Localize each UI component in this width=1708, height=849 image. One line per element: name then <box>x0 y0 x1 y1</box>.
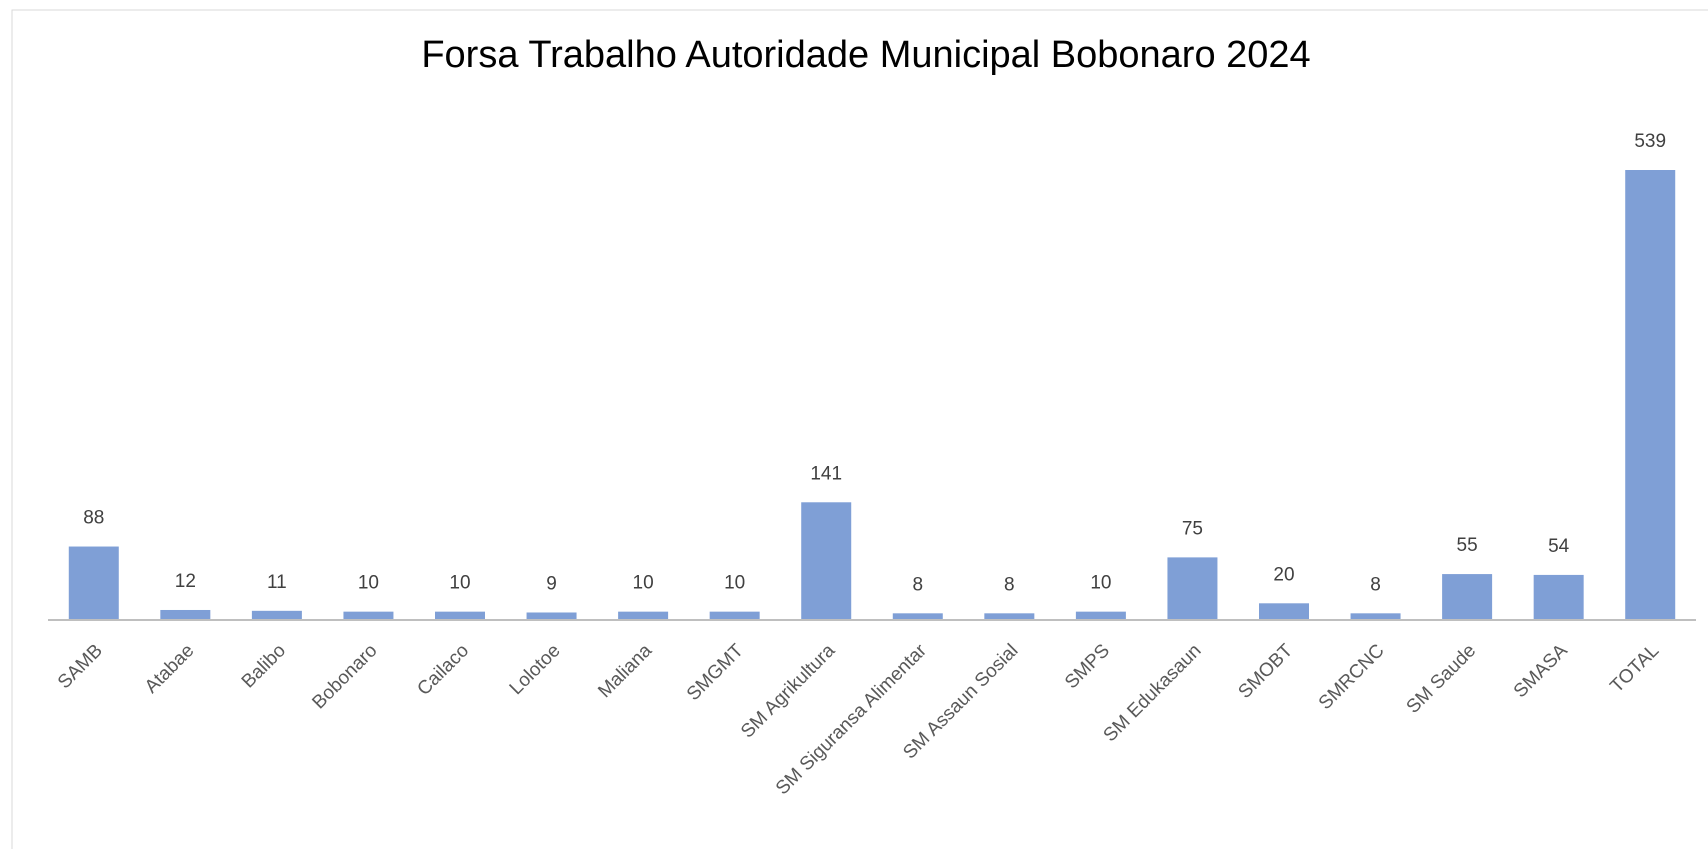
data-label: 8 <box>912 574 923 595</box>
x-tick-label: SMGMT <box>683 640 748 705</box>
data-label: 10 <box>633 573 654 594</box>
x-tick-label: Balibo <box>238 640 290 692</box>
bar <box>435 611 485 620</box>
chart-title: Forsa Trabalho Autoridade Municipal Bobo… <box>421 34 1310 76</box>
x-tick-label: SM Siguransa Alimentar <box>772 640 931 799</box>
x-tick-label: SAMB <box>54 640 107 693</box>
data-label: 75 <box>1182 518 1203 539</box>
bar <box>892 613 943 620</box>
x-tick-label: SMOBT <box>1234 640 1297 703</box>
bar <box>709 611 760 620</box>
data-label: 10 <box>449 573 470 594</box>
data-label: 8 <box>1004 574 1015 595</box>
x-tick-label: SM Agrikultura <box>737 640 840 743</box>
data-label: 141 <box>810 463 842 484</box>
bar <box>1350 613 1401 620</box>
bar <box>1167 557 1218 620</box>
data-label: 10 <box>358 573 379 594</box>
x-tick-label: Cailaco <box>413 640 473 700</box>
x-tick-label: SMPS <box>1061 640 1114 693</box>
data-label: 88 <box>83 508 104 529</box>
data-label: 11 <box>267 572 287 593</box>
bar <box>68 546 119 620</box>
data-label: 10 <box>724 573 745 594</box>
bar <box>160 609 211 620</box>
chart-frame <box>11 9 1708 849</box>
bar <box>1075 611 1126 620</box>
bar <box>251 610 302 620</box>
x-tick-label: SMRCNC <box>1315 640 1389 714</box>
x-tick-label: SM Edukasaun <box>1100 640 1206 746</box>
data-label: 8 <box>1370 574 1381 595</box>
bar <box>526 612 577 620</box>
x-tick-label: SMASA <box>1510 640 1572 702</box>
x-tick-label: Bobonaro <box>308 640 381 713</box>
bar <box>343 611 394 620</box>
bar <box>984 613 1035 620</box>
data-label: 55 <box>1457 535 1478 556</box>
bar <box>1442 574 1493 620</box>
data-label: 20 <box>1273 564 1294 585</box>
data-label: 10 <box>1090 573 1111 594</box>
bar <box>1625 170 1676 620</box>
x-tick-label: Atabae <box>141 640 198 697</box>
bar <box>618 611 669 620</box>
data-label: 54 <box>1548 536 1570 557</box>
x-tick-label: Maliana <box>594 640 656 702</box>
data-label: 12 <box>175 571 196 592</box>
bar <box>1259 603 1309 620</box>
x-tick-label: TOTAL <box>1606 640 1663 697</box>
data-label: 539 <box>1634 131 1666 152</box>
bar <box>1533 574 1584 620</box>
bar <box>801 502 852 620</box>
x-tick-label: Lolotoe <box>506 640 565 699</box>
data-label: 9 <box>546 574 557 595</box>
x-tick-label: SM Saude <box>1403 640 1481 718</box>
